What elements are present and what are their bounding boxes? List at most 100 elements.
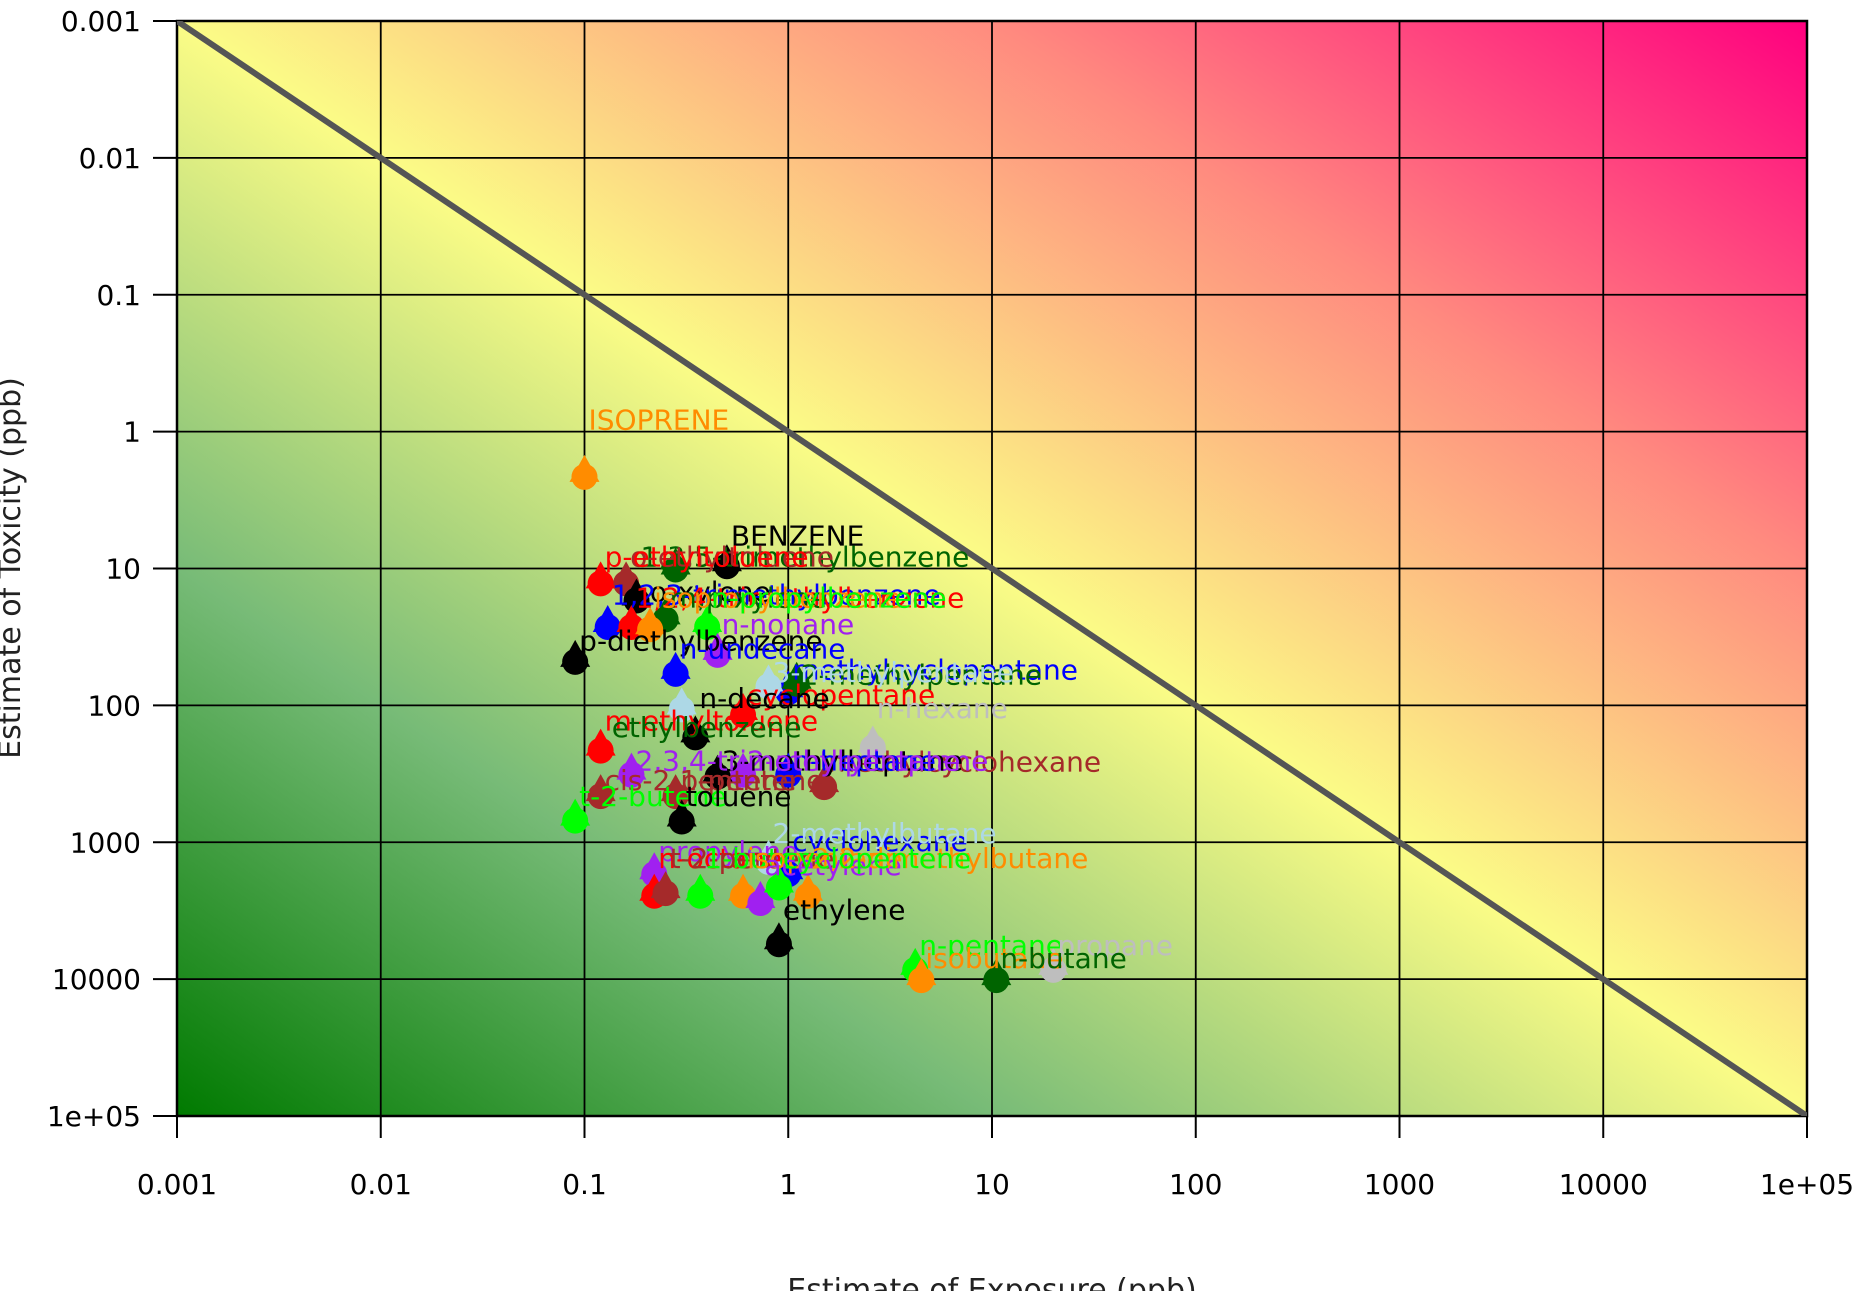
point-label: 1-butene <box>704 842 831 875</box>
data-point <box>753 664 784 700</box>
point-label: 1-pentene <box>680 764 824 797</box>
point-label: methylcyclopentane <box>792 654 1078 687</box>
data-point <box>857 725 888 761</box>
y-tick-label: 100 <box>88 689 141 722</box>
y-tick-label: 10000 <box>52 963 141 996</box>
point-label: toluene <box>686 780 792 813</box>
data-point <box>666 687 697 723</box>
data-point <box>585 774 616 810</box>
point-label: n-propylbenzene <box>711 582 946 615</box>
point-label: o-xylene <box>650 575 771 608</box>
point-label: 3-methylheptane <box>722 745 963 778</box>
x-tick-label: 1000 <box>1364 1168 1435 1201</box>
x-axis-title: Estimate of Exposure (ppb) <box>787 1273 1196 1291</box>
y-tick-label: 0.1 <box>96 279 141 312</box>
point-label: o-ethyltoluene <box>630 541 834 574</box>
data-point <box>728 693 759 729</box>
point-label: cyclopentene <box>783 842 971 875</box>
point-label: n-butane <box>1000 942 1126 975</box>
point-label: propylene <box>658 835 798 868</box>
y-tick-label: 10 <box>105 553 141 586</box>
reference-line <box>177 21 1807 1116</box>
point-label: n-octane <box>658 842 782 875</box>
data-point <box>680 715 711 751</box>
y-tick-label: 1e+05 <box>47 1100 141 1133</box>
data-point <box>616 752 647 788</box>
point-label: methylcyclohexane <box>828 746 1101 779</box>
point-label: 2-methylpentane <box>801 659 1042 692</box>
data-point <box>792 873 823 909</box>
data-point <box>692 604 723 640</box>
point-label: 1,3,5-trimethylbenzene <box>641 541 970 574</box>
point-label: cis-2-pentene <box>605 764 797 797</box>
data-point <box>660 651 691 687</box>
data-point <box>660 547 691 583</box>
y-tick-label: 1000 <box>70 826 141 859</box>
data-point <box>711 544 742 580</box>
x-tick-label: 1e+05 <box>1760 1168 1854 1201</box>
point-label: ethylbenzene <box>612 711 802 744</box>
point-label: 3-methylpentane <box>773 656 1014 689</box>
x-axis-ticks: 0.001 0.01 0.1 1 10 100 1000 10000 1e+05 <box>137 1116 1854 1201</box>
data-point <box>585 728 616 764</box>
data-point <box>666 799 697 835</box>
data-point <box>560 798 591 834</box>
point-label: p-ethyltoluene <box>605 541 809 574</box>
point-label: 2,2-dimethylbutane <box>812 842 1088 875</box>
x-tick-label: 10000 <box>1559 1168 1648 1201</box>
data-point <box>702 754 733 790</box>
data-point <box>569 454 600 490</box>
point-label: m-ethyltoluene <box>605 705 819 738</box>
point-label: t-2-butene <box>579 780 727 813</box>
point-label: 1,2,3-trimethylbenzene <box>612 579 941 612</box>
point-label: n-nonane <box>722 608 855 641</box>
data-point <box>585 561 616 597</box>
point-label: 2,3,4-trimethylpentane <box>635 745 960 778</box>
point-label: isopentane <box>747 842 902 875</box>
point-label: n-decane <box>699 682 829 715</box>
point-label: p-diethylbenzene <box>579 624 822 657</box>
data-point <box>981 958 1012 994</box>
data-point <box>1038 947 1069 983</box>
data-points <box>560 454 1069 994</box>
y-tick-label: 0.01 <box>79 142 141 175</box>
point-label: isobutane <box>925 942 1063 975</box>
data-point <box>809 765 840 801</box>
point-label: 2-methylbutane <box>773 817 997 850</box>
x-tick-label: 0.1 <box>562 1168 607 1201</box>
x-tick-label: 1 <box>779 1168 797 1201</box>
y-tick-label: 0.001 <box>61 5 141 38</box>
point-label: BENZENE <box>731 519 864 552</box>
data-point <box>702 632 733 668</box>
data-point <box>745 881 776 917</box>
data-point <box>621 578 652 614</box>
point-label: m,p-xylene <box>670 582 827 615</box>
point-label: cyclohexane <box>792 825 967 858</box>
y-tick-label: 1 <box>123 416 141 449</box>
point-label: isopropylbenzene <box>654 582 901 615</box>
point-label: t-2-pentene <box>670 842 835 875</box>
point-label: ethylene <box>783 894 906 927</box>
data-point <box>781 661 812 697</box>
data-point <box>773 752 804 788</box>
data-point <box>763 922 794 958</box>
point-label: n-heptane <box>792 745 936 778</box>
point-label: ISOPRENE <box>589 404 730 437</box>
x-tick-label: 0.01 <box>350 1168 412 1201</box>
data-point <box>650 871 681 907</box>
point-label: n-hexane <box>877 692 1008 725</box>
y-axis-ticks: 0.001 0.01 0.1 1 10 100 1000 10000 1e+05 <box>47 5 177 1133</box>
point-label: cyclopentane <box>747 679 935 712</box>
data-point <box>592 604 623 640</box>
point-label: 2-methylheptane <box>747 745 988 778</box>
data-point <box>685 873 716 909</box>
point-label: n-undecane <box>680 632 846 665</box>
y-axis-title: Estimate of Toxicity (ppb) <box>0 377 28 759</box>
point-labels: ISOPRENE BENZENE1,3,5-trimethylbenzeneo-e… <box>579 404 1173 976</box>
point-label: n-pentane <box>919 929 1063 962</box>
point-label: propane <box>1057 929 1173 962</box>
data-point <box>753 839 784 875</box>
data-point <box>560 639 591 675</box>
point-label: acetylene <box>764 849 901 882</box>
